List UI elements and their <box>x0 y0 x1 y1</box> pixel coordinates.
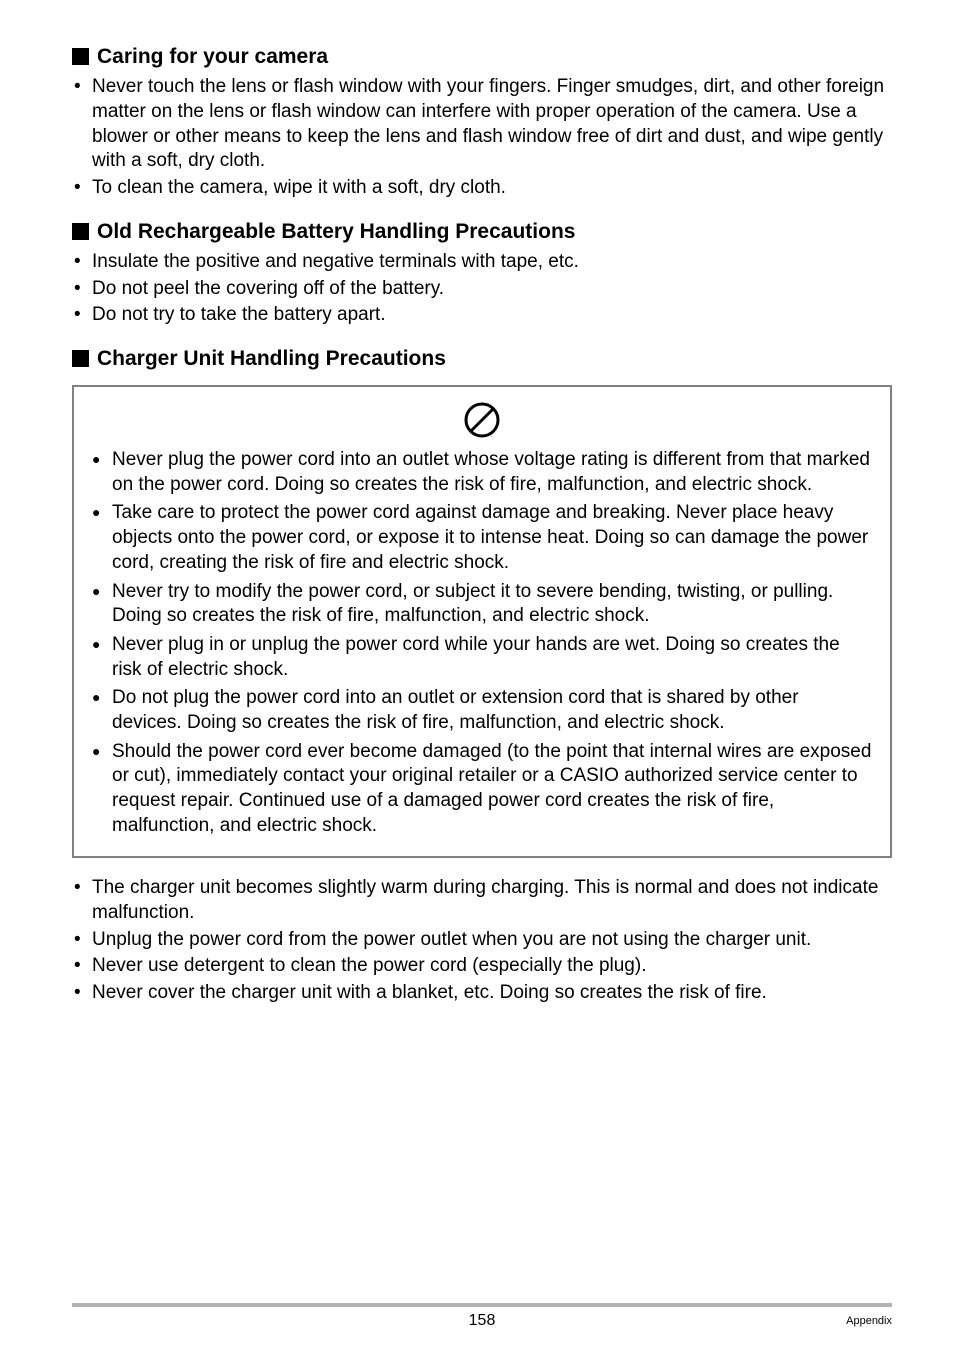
bullet-dot-icon: • <box>72 176 92 201</box>
bullet-text: Insulate the positive and negative termi… <box>92 250 892 275</box>
list-item: • Do not try to take the battery apart. <box>72 303 892 328</box>
bullet-text: To clean the camera, wipe it with a soft… <box>92 176 892 201</box>
footer-row: 158 Appendix <box>72 1315 892 1327</box>
list-item: • Never cover the charger unit with a bl… <box>72 981 892 1006</box>
square-bullet-icon <box>72 223 89 240</box>
bullet-text: Never plug the power cord into an outlet… <box>112 448 872 497</box>
list-item: ● Take care to protect the power cord ag… <box>92 501 872 575</box>
heading-text: Charger Unit Handling Precautions <box>97 346 446 371</box>
list-item: • To clean the camera, wipe it with a so… <box>72 176 892 201</box>
bullet-text: Do not peel the covering off of the batt… <box>92 277 892 302</box>
bullet-text: Never use detergent to clean the power c… <box>92 954 892 979</box>
footer-divider <box>72 1303 892 1307</box>
bullet-text: Do not plug the power cord into an outle… <box>112 686 872 735</box>
list-item: • The charger unit becomes slightly warm… <box>72 876 892 925</box>
circle-bullet-icon: ● <box>92 740 112 839</box>
bullet-dot-icon: • <box>72 250 92 275</box>
bullet-dot-icon: • <box>72 75 92 174</box>
square-bullet-icon <box>72 48 89 65</box>
list-item: ● Never plug in or unplug the power cord… <box>92 633 872 682</box>
prohibit-icon-wrap <box>92 401 872 444</box>
list-item: • Insulate the positive and negative ter… <box>72 250 892 275</box>
bullet-dot-icon: • <box>72 876 92 925</box>
bullet-text: Never cover the charger unit with a blan… <box>92 981 892 1006</box>
bullet-list-battery: • Insulate the positive and negative ter… <box>72 250 892 328</box>
list-item: ● Never try to modify the power cord, or… <box>92 580 872 629</box>
list-item: • Unplug the power cord from the power o… <box>72 928 892 953</box>
heading-text: Old Rechargeable Battery Handling Precau… <box>97 219 575 244</box>
bullet-dot-icon: • <box>72 303 92 328</box>
section-heading-battery: Old Rechargeable Battery Handling Precau… <box>72 219 892 244</box>
circle-bullet-icon: ● <box>92 633 112 682</box>
section-heading-charger: Charger Unit Handling Precautions <box>72 346 892 371</box>
warning-box: ● Never plug the power cord into an outl… <box>72 385 892 858</box>
prohibit-icon <box>463 401 501 444</box>
bullet-text: Take care to protect the power cord agai… <box>112 501 872 575</box>
page-number: 158 <box>469 1312 496 1330</box>
bullet-text: Never touch the lens or flash window wit… <box>92 75 892 174</box>
circle-bullet-icon: ● <box>92 501 112 575</box>
bullet-text: The charger unit becomes slightly warm d… <box>92 876 892 925</box>
footer-label: Appendix <box>846 1315 892 1327</box>
bullet-text: Never plug in or unplug the power cord w… <box>112 633 872 682</box>
bullet-text: Do not try to take the battery apart. <box>92 303 892 328</box>
bullet-dot-icon: • <box>72 277 92 302</box>
section-heading-caring: Caring for your camera <box>72 44 892 69</box>
list-item: ● Should the power cord ever become dama… <box>92 740 872 839</box>
list-item: ● Never plug the power cord into an outl… <box>92 448 872 497</box>
bullet-text: Never try to modify the power cord, or s… <box>112 580 872 629</box>
bullet-list-caring: • Never touch the lens or flash window w… <box>72 75 892 200</box>
heading-text: Caring for your camera <box>97 44 328 69</box>
page-content: Caring for your camera • Never touch the… <box>0 0 954 1006</box>
bullet-text: Unplug the power cord from the power out… <box>92 928 892 953</box>
list-item: ● Do not plug the power cord into an out… <box>92 686 872 735</box>
bullet-dot-icon: • <box>72 981 92 1006</box>
circle-bullet-icon: ● <box>92 580 112 629</box>
circle-bullet-icon: ● <box>92 686 112 735</box>
page-footer: 158 Appendix <box>72 1303 892 1327</box>
list-item: • Never touch the lens or flash window w… <box>72 75 892 174</box>
bullet-dot-icon: • <box>72 928 92 953</box>
circle-bullet-icon: ● <box>92 448 112 497</box>
bullet-dot-icon: • <box>72 954 92 979</box>
bullet-list-charger-after: • The charger unit becomes slightly warm… <box>72 876 892 1005</box>
bullet-text: Should the power cord ever become damage… <box>112 740 872 839</box>
list-item: • Never use detergent to clean the power… <box>72 954 892 979</box>
list-item: • Do not peel the covering off of the ba… <box>72 277 892 302</box>
square-bullet-icon <box>72 350 89 367</box>
